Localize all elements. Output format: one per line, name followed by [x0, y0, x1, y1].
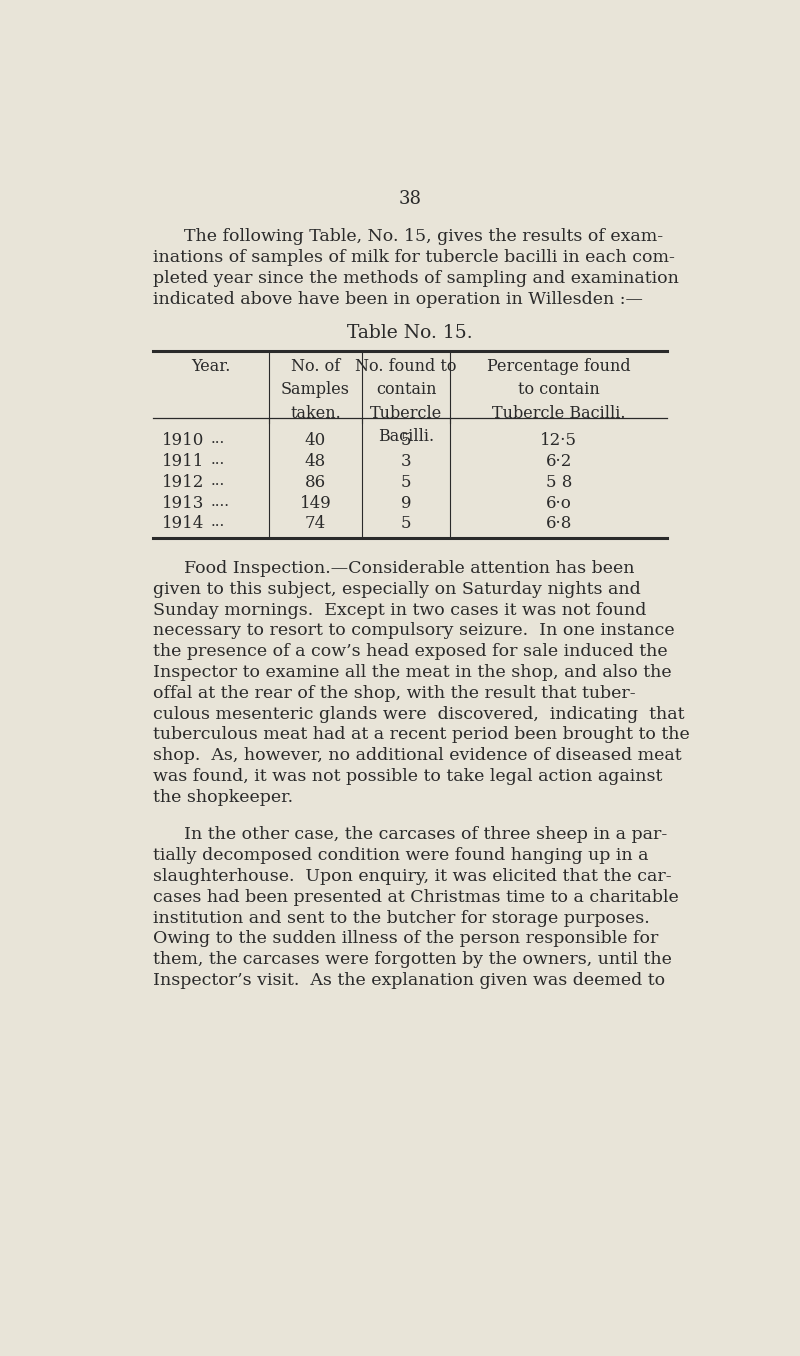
Text: 48: 48 — [305, 453, 326, 471]
Text: In the other case, the carcases of three sheep in a par-: In the other case, the carcases of three… — [184, 826, 667, 843]
Text: 40: 40 — [305, 433, 326, 449]
Text: 74: 74 — [305, 515, 326, 533]
Text: 6·2: 6·2 — [546, 453, 572, 471]
Text: No. of
Samples
taken.: No. of Samples taken. — [281, 358, 350, 422]
Text: necessary to resort to compulsory seizure.  In one instance: necessary to resort to compulsory seizur… — [153, 622, 674, 640]
Text: Percentage found
to contain
Tubercle Bacilli.: Percentage found to contain Tubercle Bac… — [487, 358, 630, 422]
Text: 1912: 1912 — [162, 473, 204, 491]
Text: No. found to
contain
Tubercle
Bacilli.: No. found to contain Tubercle Bacilli. — [355, 358, 457, 445]
Text: Food Inspection.—Considerable attention has been: Food Inspection.—Considerable attention … — [184, 560, 634, 578]
Text: indicated above have been in operation in Willesden :—: indicated above have been in operation i… — [153, 290, 642, 308]
Text: them, the carcases were forgotten by the owners, until the: them, the carcases were forgotten by the… — [153, 951, 671, 968]
Text: 9: 9 — [401, 495, 411, 511]
Text: pleted year since the methods of sampling and examination: pleted year since the methods of samplin… — [153, 270, 678, 286]
Text: shop.  As, however, no additional evidence of diseased meat: shop. As, however, no additional evidenc… — [153, 747, 682, 765]
Text: 12·5: 12·5 — [540, 433, 578, 449]
Text: tially decomposed condition were found hanging up in a: tially decomposed condition were found h… — [153, 848, 648, 864]
Text: Owing to the sudden illness of the person responsible for: Owing to the sudden illness of the perso… — [153, 930, 658, 948]
Text: The following Table, No. 15, gives the results of exam-: The following Table, No. 15, gives the r… — [184, 228, 663, 245]
Text: ...: ... — [211, 473, 225, 488]
Text: ...: ... — [211, 453, 225, 466]
Text: 6·o: 6·o — [546, 495, 572, 511]
Text: 86: 86 — [305, 473, 326, 491]
Text: 3: 3 — [401, 453, 411, 471]
Text: offal at the rear of the shop, with the result that tuber-: offal at the rear of the shop, with the … — [153, 685, 635, 702]
Text: the presence of a cow’s head exposed for sale induced the: the presence of a cow’s head exposed for… — [153, 643, 667, 660]
Text: Year.: Year. — [191, 358, 230, 374]
Text: Sunday mornings.  Except in two cases it was not found: Sunday mornings. Except in two cases it … — [153, 602, 646, 618]
Text: 1910: 1910 — [162, 433, 204, 449]
Text: ...: ... — [211, 433, 225, 446]
Text: Inspector to examine all the meat in the shop, and also the: Inspector to examine all the meat in the… — [153, 664, 671, 681]
Text: Table No. 15.: Table No. 15. — [347, 324, 473, 343]
Text: 5 8: 5 8 — [546, 473, 572, 491]
Text: culous mesenteric glands were  discovered,  indicating  that: culous mesenteric glands were discovered… — [153, 705, 684, 723]
Text: given to this subject, especially on Saturday nights and: given to this subject, especially on Sat… — [153, 580, 641, 598]
Text: was found, it was not possible to take legal action against: was found, it was not possible to take l… — [153, 767, 662, 785]
Text: 1914: 1914 — [162, 515, 204, 533]
Text: cases had been presented at Christmas time to a charitable: cases had been presented at Christmas ti… — [153, 888, 678, 906]
Text: inations of samples of milk for tubercle bacilli in each com-: inations of samples of milk for tubercle… — [153, 250, 674, 266]
Text: ...: ... — [211, 515, 225, 529]
Text: ....: .... — [211, 495, 230, 508]
Text: the shopkeeper.: the shopkeeper. — [153, 789, 293, 805]
Text: 5: 5 — [401, 473, 411, 491]
Text: 1911: 1911 — [162, 453, 204, 471]
Text: slaughterhouse.  Upon enquiry, it was elicited that the car-: slaughterhouse. Upon enquiry, it was eli… — [153, 868, 671, 885]
Text: 5: 5 — [401, 515, 411, 533]
Text: Inspector’s visit.  As the explanation given was deemed to: Inspector’s visit. As the explanation gi… — [153, 972, 665, 989]
Text: tuberculous meat had at a recent period been brought to the: tuberculous meat had at a recent period … — [153, 727, 690, 743]
Text: 149: 149 — [299, 495, 331, 511]
Text: 38: 38 — [398, 190, 422, 207]
Text: institution and sent to the butcher for storage purposes.: institution and sent to the butcher for … — [153, 910, 650, 926]
Text: 6·8: 6·8 — [546, 515, 572, 533]
Text: 5: 5 — [401, 433, 411, 449]
Text: 1913: 1913 — [162, 495, 204, 511]
